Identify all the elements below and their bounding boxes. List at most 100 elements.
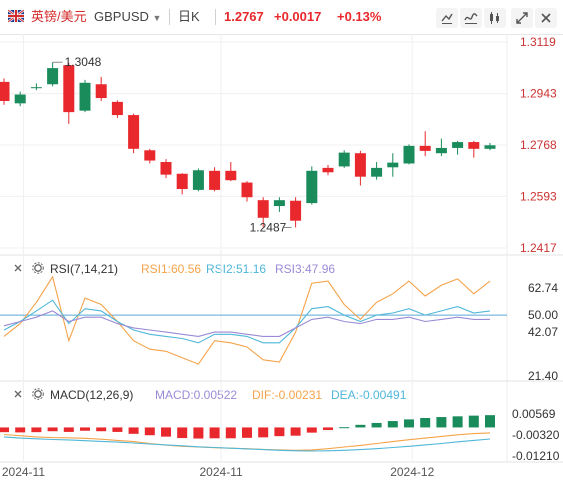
macd-bar <box>339 427 350 429</box>
macd-bar <box>112 427 123 432</box>
macd-bar <box>404 419 414 428</box>
line-tool-icon <box>441 13 453 24</box>
price-tick-label: 1.2417 <box>520 241 557 255</box>
macd-bar <box>290 427 301 436</box>
candle-body <box>95 84 107 99</box>
candle-body <box>290 200 302 221</box>
candle-body <box>419 145 431 151</box>
chart-header: 英镑/美元 GBPUSD ▼ 日K 1.2767 +0.0017 +0.13% <box>0 0 563 35</box>
macd-bar <box>485 415 495 428</box>
macd-tick-label: 0.00569 <box>512 407 556 421</box>
candle-body <box>354 153 366 177</box>
macd-bar <box>80 427 90 431</box>
candle-body <box>273 200 285 207</box>
macd-tick-label: -0.00320 <box>512 428 560 442</box>
macd-bar <box>242 427 252 438</box>
symbol-select[interactable]: GBPUSD ▼ <box>94 9 161 26</box>
x-axis-date-label: 2024-11 <box>200 465 243 479</box>
candle-body <box>14 94 26 104</box>
macd-bar <box>128 427 139 434</box>
candle-body <box>111 101 123 116</box>
indicator-icon <box>464 13 478 24</box>
rsi-tick-label: 62.74 <box>528 281 558 295</box>
indicator-button[interactable] <box>460 8 482 28</box>
candle-body <box>338 152 350 167</box>
candle-body <box>176 173 188 190</box>
collapse-icon[interactable] <box>12 388 24 400</box>
macd-bar <box>193 427 204 439</box>
price-tick-label: 1.2593 <box>520 189 557 203</box>
x-axis-date-label: 2024-11 <box>2 465 45 479</box>
dif-value: DIF:-0.00231 <box>252 388 323 402</box>
candle-body <box>403 145 415 164</box>
macd-bar <box>63 427 74 432</box>
macd-bar <box>468 415 479 428</box>
macd-bar <box>387 421 398 428</box>
rsi-line-1 <box>3 275 491 365</box>
candle-body <box>63 65 75 113</box>
chart-type-button[interactable] <box>484 8 506 28</box>
candle-body <box>484 145 496 149</box>
macd-bar <box>144 427 155 436</box>
macd-bar <box>436 417 447 428</box>
macd-bar <box>47 427 58 432</box>
settings-icon[interactable] <box>32 262 44 274</box>
price-tick-label: 1.2768 <box>520 138 557 152</box>
settings-icon[interactable] <box>32 388 44 400</box>
candle-body <box>241 182 253 198</box>
candle-body <box>371 167 383 177</box>
macd-value: MACD:0.00522 <box>155 388 238 402</box>
macd-bar <box>258 427 269 438</box>
candle-body <box>468 142 480 149</box>
candle-body <box>387 162 399 168</box>
macd-bar <box>452 416 463 428</box>
uk-flag-icon <box>8 10 24 22</box>
candle-body <box>144 150 156 161</box>
candle-body <box>47 68 59 85</box>
x-axis-date-label: 2024-12 <box>390 465 434 479</box>
rsi-title: RSI(7,14,21) <box>50 262 119 276</box>
rsi-tick-label: 21.40 <box>528 369 558 383</box>
close-icon <box>541 13 551 23</box>
candle-body <box>30 87 42 89</box>
candle-body <box>209 170 221 190</box>
candle-body <box>322 167 334 173</box>
pair-name: 英镑/美元 <box>31 9 87 24</box>
candle-body <box>452 142 464 148</box>
macd-bar <box>420 417 431 428</box>
rsi-tick-label: 42.07 <box>528 325 558 339</box>
macd-bar <box>161 427 171 437</box>
macd-bar <box>31 427 42 433</box>
macd-bar <box>96 427 107 432</box>
dea-value: DEA:-0.00491 <box>331 388 407 402</box>
candle-body <box>306 170 318 204</box>
fullscreen-button[interactable] <box>511 8 533 28</box>
rsi-line-3 <box>3 310 490 337</box>
macd-bar <box>177 427 188 439</box>
high-price-label: 1.3048 <box>65 55 102 69</box>
expand-icon <box>516 12 528 24</box>
collapse-icon[interactable] <box>12 262 24 274</box>
dea-line <box>3 436 491 452</box>
price-change-pct: +0.13% <box>337 9 382 24</box>
candlestick-icon <box>490 12 499 24</box>
macd-bar <box>355 424 366 428</box>
macd-bar <box>306 427 317 433</box>
timeframe-select[interactable]: 日K <box>178 9 200 24</box>
price-tick-label: 1.2943 <box>520 87 557 101</box>
draw-line-button[interactable] <box>436 8 458 28</box>
candle-body <box>79 82 91 111</box>
close-button[interactable] <box>535 8 557 28</box>
rsi1-value: RSI1:60.56 <box>141 262 202 276</box>
macd-bar <box>0 427 9 433</box>
last-price: 1.2767 <box>224 9 264 24</box>
candle-body <box>128 115 140 149</box>
candle-body <box>0 81 10 101</box>
rsi-line-2 <box>3 299 491 344</box>
price-change: +0.0017 <box>274 9 322 24</box>
macd-bar <box>225 427 236 439</box>
candle-body <box>192 170 204 190</box>
candle-body <box>225 170 237 181</box>
symbol-label: GBPUSD <box>94 9 149 24</box>
